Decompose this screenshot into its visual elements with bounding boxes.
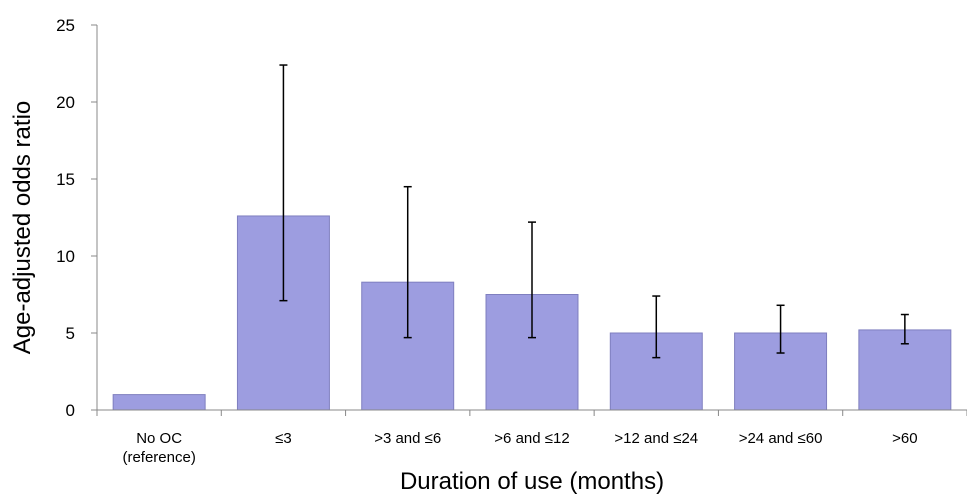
x-axis-ticks [96,410,967,416]
y-axis-ticks: 0 5 10 15 20 25 [56,16,97,420]
y-tick-label: 20 [56,93,75,112]
x-category-label: >12 and ≤24 [614,430,698,447]
y-tick-label: 0 [66,401,75,420]
x-category-label: >24 and ≤60 [739,430,823,447]
error-bar [528,221,536,339]
y-tick-label: 15 [56,170,75,189]
error-bar [776,304,785,354]
bar [112,394,206,411]
error-bar [652,295,661,359]
x-axis-title: Duration of use (months) [400,468,664,495]
x-category-label: >6 and ≤12 [494,430,569,447]
y-axis-title: Age-adjusted odds ratio [9,101,36,355]
error-bar [403,185,412,339]
x-category-label: No OC [136,430,182,447]
y-tick-label: 10 [56,247,75,266]
error-bar [279,64,288,302]
x-category-label: >60 [892,430,917,447]
y-tick-label: 5 [66,324,75,343]
x-category-labels: No OC (reference) ≤3 >3 and ≤6 >6 and ≤12 >12… [122,430,917,466]
error-bars-group [279,64,909,359]
y-tick-label: 25 [56,16,75,35]
x-category-label: ≤3 [275,430,292,447]
error-bar [900,313,909,345]
x-category-label: >3 and ≤6 [374,430,441,447]
x-category-label: (reference) [122,449,195,466]
